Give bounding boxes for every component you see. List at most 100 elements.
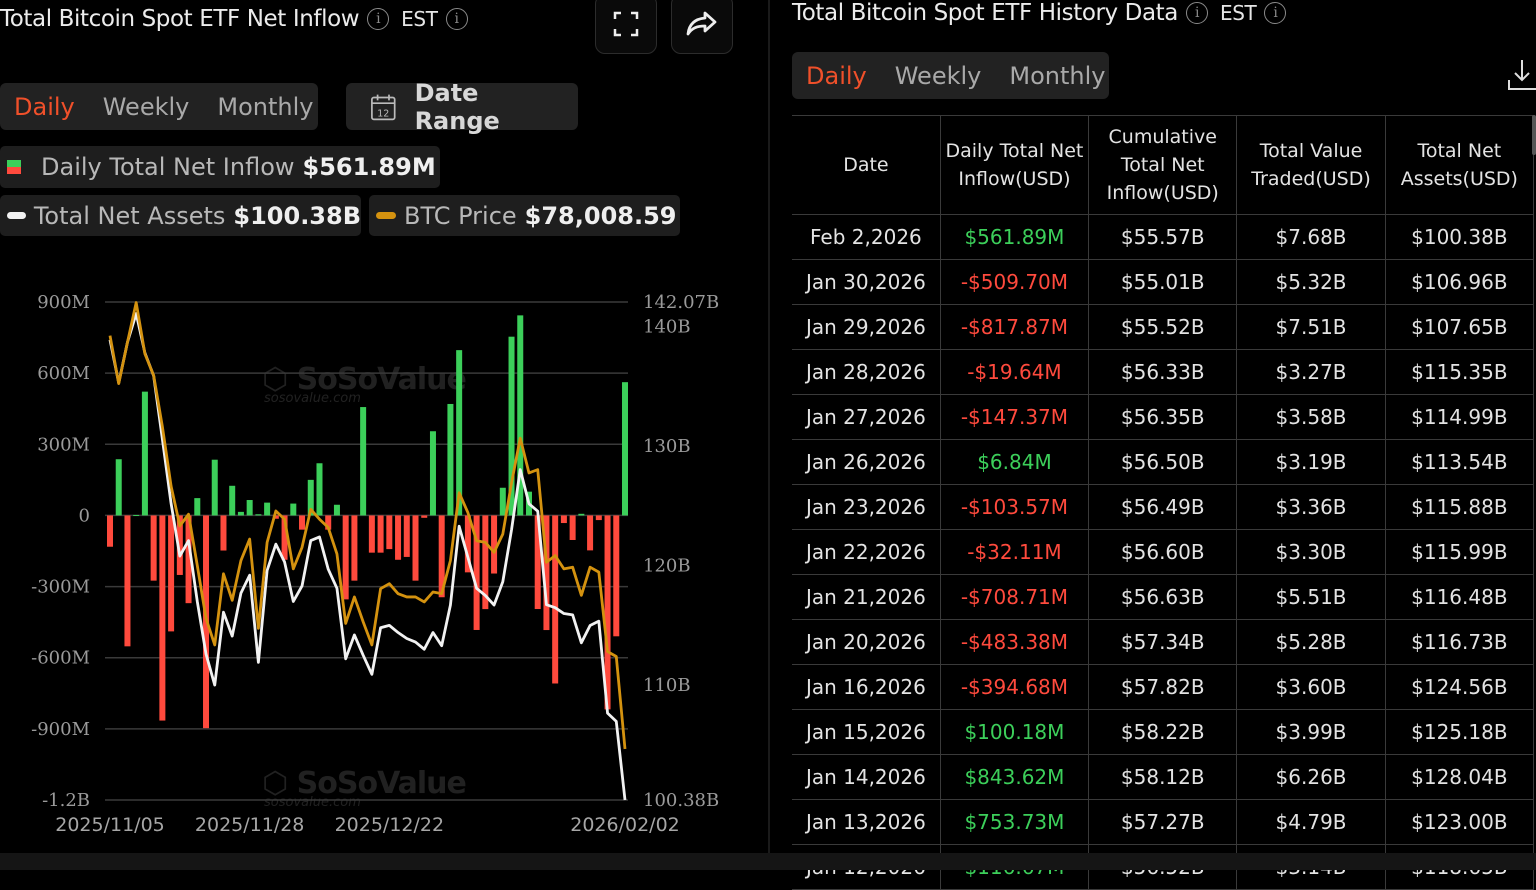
inflow-bar[interactable] (264, 502, 271, 516)
inflow-bar[interactable] (255, 514, 262, 516)
inflow-bar[interactable] (220, 515, 227, 551)
inflow-bar[interactable] (604, 515, 611, 710)
table-row[interactable]: Jan 27,2026 -$147.37M $56.35B $3.58B $114.99… (792, 394, 1535, 440)
table-row[interactable]: Feb 2,2026 $561.89M $55.57B $7.68B $100.38B (792, 214, 1535, 260)
table-row[interactable]: Jan 29,2026 -$817.87M $55.52B $7.51B $107.65… (792, 304, 1535, 350)
table-row[interactable]: Jan 14,2026 $843.62M $58.12B $6.26B $128.04B (792, 754, 1535, 800)
inflow-bar[interactable] (403, 515, 410, 557)
inflow-bar[interactable] (438, 515, 445, 598)
inflow-bar[interactable] (377, 515, 384, 553)
inflow-bar[interactable] (543, 515, 550, 631)
legend-net-assets[interactable]: Total Net Assets $100.38B (0, 195, 361, 236)
inflow-bar[interactable] (421, 515, 428, 518)
inflow-bar[interactable] (491, 515, 498, 574)
info-circle-icon[interactable]: i (1264, 2, 1287, 24)
inflow-bar[interactable] (290, 503, 297, 516)
inflow-bar[interactable] (368, 515, 375, 553)
inflow-bar[interactable] (613, 515, 620, 637)
inflow-bar[interactable] (386, 515, 393, 550)
share-button[interactable] (671, 0, 733, 54)
legend-inflow[interactable]: Daily Total Net Inflow $561.89M (0, 146, 440, 188)
inflow-bar[interactable] (508, 336, 515, 516)
inflow-bar[interactable] (150, 515, 157, 581)
table-row[interactable]: Jan 21,2026 -$708.71M $56.63B $5.51B $116.48… (792, 574, 1535, 620)
inflow-bar[interactable] (307, 479, 314, 516)
inflow-bar[interactable] (569, 515, 576, 540)
net-inflow-chart[interactable]: 900M 600M 300M 0 -300M -600M -900M -1.2B 142.07… (0, 280, 768, 850)
inflow-bar[interactable] (342, 515, 349, 600)
cumulative-cell: $57.34B (1088, 619, 1238, 665)
info-circle-icon[interactable]: i (445, 8, 468, 30)
fullscreen-button[interactable] (595, 0, 657, 54)
info-circle-icon[interactable]: i (1186, 2, 1208, 24)
inflow-bar[interactable] (299, 515, 306, 530)
inflow-bar[interactable] (360, 407, 367, 516)
inflow-bar[interactable] (517, 315, 524, 516)
inflow-bar[interactable] (552, 515, 559, 684)
btc-price-line[interactable] (108, 301, 627, 750)
table-row[interactable]: Jan 13,2026 $753.73M $57.27B $4.79B $123.00B (792, 799, 1535, 845)
inflow-bar[interactable] (578, 513, 585, 516)
inflow-bar[interactable] (499, 487, 506, 516)
tab-weekly[interactable]: Weekly (102, 92, 190, 121)
table-row[interactable]: Jan 30,2026 -$509.70M $55.01B $5.32B $106.96… (792, 259, 1535, 305)
inflow-bar[interactable] (194, 498, 201, 516)
inflow-bar[interactable] (587, 515, 594, 551)
inflow-bar[interactable] (133, 514, 140, 516)
date-range-button[interactable]: 12 Date Range (346, 79, 578, 135)
tab-monthly[interactable]: Monthly (217, 92, 314, 121)
inflow-bar[interactable] (107, 515, 113, 547)
table-row[interactable]: Jan 16,2026 -$394.68M $57.82B $3.60B $124.56… (792, 664, 1535, 710)
inflow-bar[interactable] (412, 515, 419, 581)
inflow-bar[interactable] (595, 515, 602, 521)
table-scrollbar[interactable] (1532, 115, 1536, 155)
inflow-bar[interactable] (447, 403, 454, 516)
inflow-bar[interactable] (272, 515, 279, 519)
traded-cell: $5.51B (1236, 574, 1386, 620)
tab-daily[interactable]: Daily (14, 92, 75, 121)
inflow-bar[interactable] (115, 459, 122, 516)
inflow-bar[interactable] (124, 515, 131, 647)
download-button[interactable] (1506, 58, 1536, 96)
inflow-bar[interactable] (473, 515, 480, 630)
tab-monthly[interactable]: Monthly (1009, 61, 1106, 90)
table-row[interactable]: Jan 28,2026 -$19.64M $56.33B $3.27B $115.35B (792, 349, 1535, 395)
inflow-bar[interactable] (281, 515, 288, 560)
inflow-bar[interactable] (534, 515, 541, 610)
inflow-bar[interactable] (316, 463, 323, 516)
inflow-bar[interactable] (185, 515, 192, 604)
inflow-bar[interactable] (229, 485, 236, 516)
table-row[interactable]: Jan 15,2026 $100.18M $58.22B $3.99B $125.18B (792, 709, 1535, 755)
left-axis-tick: 600M (37, 363, 90, 384)
inflow-bar[interactable] (246, 500, 253, 516)
inflow-bar[interactable] (141, 391, 148, 516)
date-cell: Jan 16,2026 (792, 664, 941, 710)
inflow-bar[interactable] (168, 515, 175, 632)
inflow-bar[interactable] (325, 515, 332, 530)
inflow-bar[interactable] (622, 382, 628, 516)
tab-daily[interactable]: Daily (806, 61, 867, 90)
inflow-bar[interactable] (159, 515, 166, 721)
inflow-bar[interactable] (211, 459, 218, 516)
inflow-bar[interactable] (176, 515, 183, 575)
inflow-bar[interactable] (456, 350, 463, 516)
inflow-bar[interactable] (333, 504, 340, 516)
table-row[interactable]: Jan 26,2026 $6.84M $56.50B $3.19B $113.54B (792, 439, 1535, 485)
inflow-bar[interactable] (429, 431, 436, 516)
inflow-bar[interactable] (482, 515, 489, 610)
tab-weekly[interactable]: Weekly (894, 61, 982, 90)
inflow-bar[interactable] (351, 515, 358, 581)
inflow-bar[interactable] (395, 515, 402, 560)
table-row[interactable]: Jan 22,2026 -$32.11M $56.60B $3.30B $115.99B (792, 529, 1535, 575)
inflow-bar[interactable] (237, 511, 244, 516)
table-row[interactable]: Jan 23,2026 -$103.57M $56.49B $3.36B $115.88… (792, 484, 1535, 530)
net-assets-line[interactable] (108, 312, 627, 801)
inflow-bar[interactable] (464, 515, 471, 573)
legend-net-assets-value: $100.38B (233, 201, 361, 230)
inflow-bar[interactable] (560, 515, 567, 524)
assets-cell: $128.04B (1384, 754, 1535, 800)
legend-btc-price[interactable]: BTC Price $78,008.59 (369, 195, 680, 236)
info-circle-icon[interactable]: i (367, 8, 390, 30)
bottom-bar (0, 853, 1536, 870)
table-row[interactable]: Jan 20,2026 -$483.38M $57.34B $5.28B $116.73… (792, 619, 1535, 665)
